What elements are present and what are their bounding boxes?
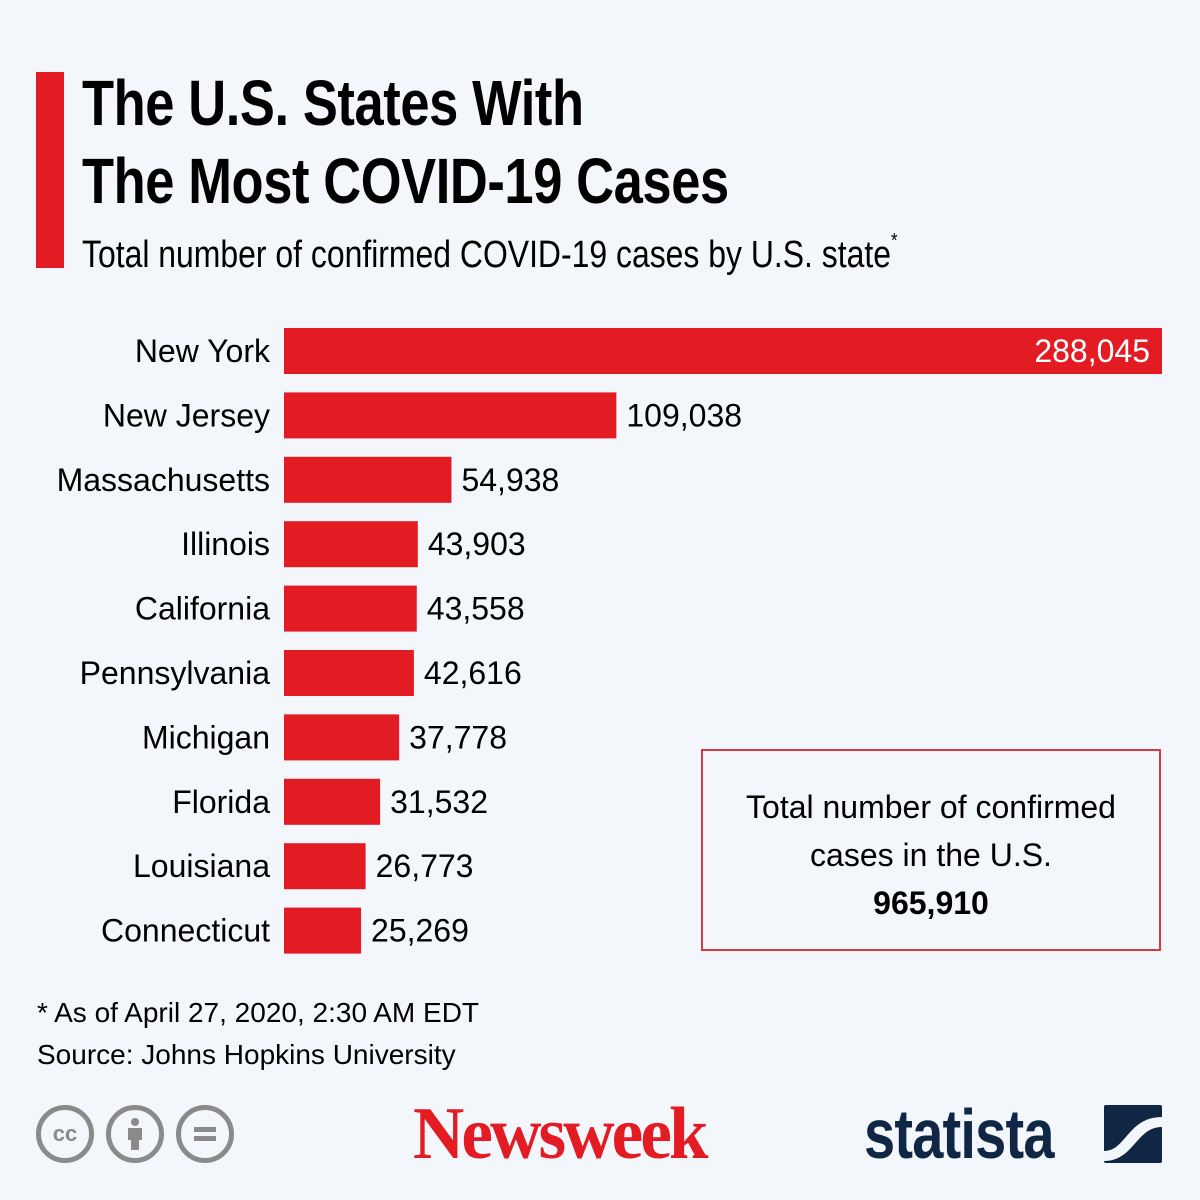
value-label: 42,616	[424, 655, 522, 691]
person-icon	[128, 1118, 142, 1150]
category-label: Connecticut	[101, 913, 270, 949]
category-label: Pennsylvania	[80, 655, 271, 691]
value-label: 43,903	[428, 526, 526, 562]
bar	[284, 456, 452, 503]
page-title: The U.S. States With The Most COVID-19 C…	[82, 64, 729, 220]
bar	[284, 392, 617, 439]
value-label: 31,532	[390, 784, 488, 820]
category-label: Illinois	[181, 526, 270, 562]
footnote: * As of April 27, 2020, 2:30 AM EDT Sour…	[37, 992, 479, 1076]
value-label: 25,269	[371, 913, 469, 949]
bar	[284, 714, 400, 761]
category-label: Massachusetts	[57, 462, 270, 498]
total-cases-box: Total number of confirmed cases in the U…	[701, 749, 1161, 951]
category-label: Florida	[172, 784, 270, 820]
bar-chart: New York 288,045 New Jersey 109,038 Massachu…	[57, 328, 1162, 954]
category-label: California	[135, 591, 270, 627]
subtitle-footnote-marker: *	[890, 230, 898, 252]
statista-logo-mark-icon	[1104, 1105, 1162, 1163]
bar	[284, 328, 1162, 374]
value-label: 109,038	[626, 397, 742, 433]
bar	[284, 650, 414, 696]
value-label: 54,938	[461, 462, 559, 498]
cc-icon: cc	[36, 1105, 94, 1163]
category-label: Louisiana	[133, 848, 270, 884]
category-label: New Jersey	[103, 397, 270, 433]
value-label: 288,045	[1034, 333, 1150, 369]
no-derivatives-icon	[176, 1105, 234, 1163]
title-line-2: The Most COVID-19 Cases	[82, 145, 729, 217]
category-label: Michigan	[142, 719, 270, 755]
value-label: 43,558	[427, 591, 525, 627]
bar	[284, 843, 366, 890]
statista-logo: statista	[864, 1095, 1054, 1173]
title-accent-bar	[36, 72, 64, 268]
as-of-note: * As of April 27, 2020, 2:30 AM EDT	[37, 997, 480, 1028]
value-label: 37,778	[409, 719, 507, 755]
subtitle: Total number of confirmed COVID-19 cases…	[82, 230, 898, 277]
category-label: New York	[135, 333, 271, 369]
title-line-1: The U.S. States With	[82, 67, 584, 139]
total-cases-label: Total number of confirmed cases in the U…	[746, 789, 1116, 873]
equals-icon	[194, 1127, 216, 1141]
total-cases-value: 965,910	[873, 885, 989, 921]
subtitle-text: Total number of confirmed COVID-19 cases…	[82, 234, 891, 276]
bar	[284, 521, 418, 568]
bar	[284, 778, 381, 825]
newsweek-logo: Newsweek	[413, 1093, 708, 1175]
attribution-icon	[106, 1105, 164, 1163]
value-label: 26,773	[376, 848, 474, 884]
bar	[284, 907, 362, 954]
bar	[284, 585, 417, 632]
source-note: Source: Johns Hopkins University	[37, 1039, 456, 1070]
license-icons: cc	[36, 1105, 234, 1163]
